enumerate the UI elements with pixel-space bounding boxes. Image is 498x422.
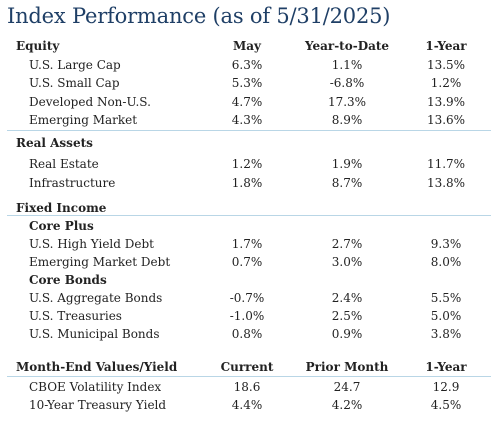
section-divider (7, 376, 491, 377)
table-row: U.S. Aggregate Bonds -0.7% 2.4% 5.5% (0, 289, 498, 307)
oneyear-value: 13.5% (426, 58, 466, 72)
row-label: Emerging Market Debt (29, 255, 171, 269)
core-bonds-subheader-row: Core Bonds (0, 271, 498, 289)
ytd-value: 8.9% (331, 113, 363, 127)
row-label: Infrastructure (29, 176, 116, 190)
ytd-value: -6.8% (329, 76, 365, 90)
table-row: Emerging Market Debt 0.7% 3.0% 8.0% (0, 253, 498, 271)
row-label: U.S. Small Cap (29, 76, 120, 90)
table-row: Infrastructure 1.8% 8.7% 13.8% (0, 174, 498, 192)
ytd-value: 2.4% (331, 291, 363, 305)
current-value: 4.4% (231, 398, 263, 412)
oneyear-value: 5.0% (430, 309, 462, 323)
row-label: U.S. Treasuries (29, 309, 122, 323)
prior-month-value: 24.7 (333, 380, 361, 394)
may-value: -1.0% (229, 309, 265, 323)
prior-month-value: 4.2% (331, 398, 363, 412)
ytd-value: 2.7% (331, 237, 363, 251)
table-row: U.S. Large Cap 6.3% 1.1% 13.5% (0, 56, 498, 74)
table-row: U.S. Treasuries -1.0% 2.5% 5.0% (0, 307, 498, 325)
fixed-income-section-label: Fixed Income (16, 201, 107, 215)
oneyear-value: 13.8% (426, 176, 466, 190)
table-row: Real Estate 1.2% 1.9% 11.7% (0, 155, 498, 173)
may-value: 0.8% (231, 327, 263, 341)
oneyear-value: 5.5% (430, 291, 462, 305)
oneyear-value: 11.7% (426, 157, 466, 171)
may-value: 4.3% (231, 113, 263, 127)
core-plus-label: Core Plus (29, 219, 94, 233)
may-value: 1.2% (231, 157, 263, 171)
ytd-value: 0.9% (331, 327, 363, 341)
row-label: U.S. Municipal Bonds (29, 327, 160, 341)
oneyear-value: 13.9% (426, 95, 466, 109)
ytd-value: 2.5% (331, 309, 363, 323)
col-header-1year: 1-Year (425, 39, 467, 53)
real-assets-header-row: Real Assets (0, 134, 498, 152)
row-label: U.S. Aggregate Bonds (29, 291, 163, 305)
ytd-value: 17.3% (327, 95, 367, 109)
oneyear-value: 4.5% (430, 398, 462, 412)
table-row: 10-Year Treasury Yield 4.4% 4.2% 4.5% (0, 396, 498, 414)
oneyear-value: 8.0% (430, 255, 462, 269)
may-value: -0.7% (229, 291, 265, 305)
table-row: U.S. High Yield Debt 1.7% 2.7% 9.3% (0, 235, 498, 253)
fixed-income-header-row: Fixed Income (0, 199, 498, 217)
real-assets-section-label: Real Assets (16, 136, 93, 150)
section-divider (7, 215, 491, 216)
month-end-header-row: Month-End Values/Yield Current Prior Mon… (0, 358, 498, 376)
section-divider (7, 130, 491, 131)
row-label: CBOE Volatility Index (29, 380, 162, 394)
core-plus-subheader-row: Core Plus (0, 217, 498, 235)
may-value: 0.7% (231, 255, 263, 269)
may-value: 1.7% (231, 237, 263, 251)
table-row: Emerging Market 4.3% 8.9% 13.6% (0, 111, 498, 129)
col-header-may: May (232, 39, 262, 53)
table-row: U.S. Small Cap 5.3% -6.8% 1.2% (0, 74, 498, 92)
col-header-ytd: Year-to-Date (304, 39, 390, 53)
month-end-section-label: Month-End Values/Yield (16, 360, 178, 374)
row-label: U.S. Large Cap (29, 58, 121, 72)
table-row: CBOE Volatility Index 18.6 24.7 12.9 (0, 378, 498, 396)
current-value: 18.6 (233, 380, 261, 394)
row-label: Real Estate (29, 157, 99, 171)
page-title: Index Performance (as of 5/31/2025) (7, 4, 391, 28)
oneyear-value: 1.2% (430, 76, 462, 90)
equity-section-label: Equity (16, 39, 60, 53)
equity-header-row: Equity May Year-to-Date 1-Year (0, 37, 498, 55)
may-value: 6.3% (231, 58, 263, 72)
oneyear-value: 13.6% (426, 113, 466, 127)
ytd-value: 1.9% (331, 157, 363, 171)
table-row: Developed Non-U.S. 4.7% 17.3% 13.9% (0, 93, 498, 111)
col-header-1year: 1-Year (425, 360, 467, 374)
row-label: 10-Year Treasury Yield (29, 398, 167, 412)
row-label: U.S. High Yield Debt (29, 237, 154, 251)
may-value: 5.3% (231, 76, 263, 90)
core-bonds-label: Core Bonds (29, 273, 107, 287)
oneyear-value: 3.8% (430, 327, 462, 341)
may-value: 4.7% (231, 95, 263, 109)
col-header-prior-month: Prior Month (305, 360, 389, 374)
oneyear-value: 9.3% (430, 237, 462, 251)
row-label: Emerging Market (29, 113, 138, 127)
row-label: Developed Non-U.S. (29, 95, 151, 109)
oneyear-value: 12.9 (432, 380, 460, 394)
table-row: U.S. Municipal Bonds 0.8% 0.9% 3.8% (0, 325, 498, 343)
may-value: 1.8% (231, 176, 263, 190)
col-header-current: Current (220, 360, 274, 374)
ytd-value: 1.1% (331, 58, 363, 72)
ytd-value: 8.7% (331, 176, 363, 190)
ytd-value: 3.0% (331, 255, 363, 269)
